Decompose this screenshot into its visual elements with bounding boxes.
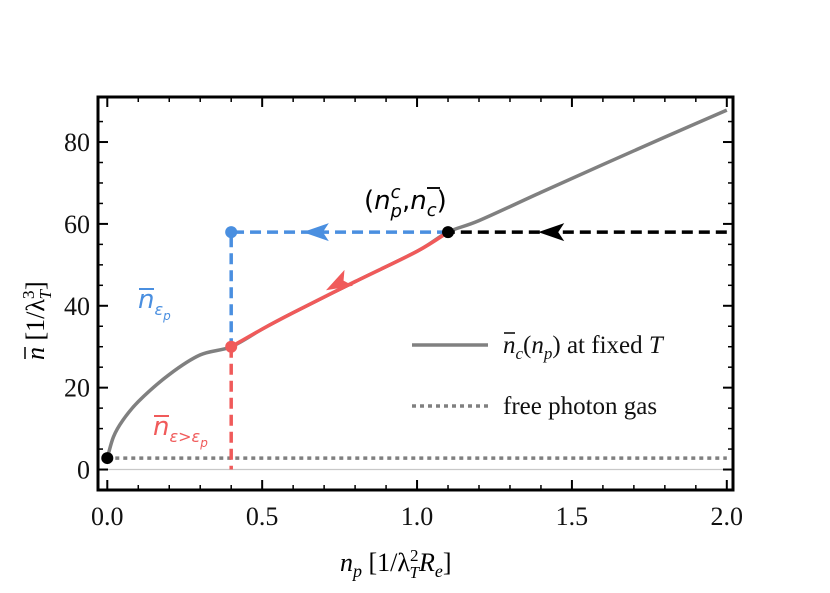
red-arrow-head	[325, 269, 354, 291]
legend-label-curve: nc(np) at fixed T	[503, 332, 665, 363]
blue-point	[225, 226, 238, 239]
blue-arrow-path	[229, 230, 449, 347]
black-arrow-head	[538, 223, 565, 242]
svg-text:n [1/λ3T]: n [1/λ3T]	[19, 281, 55, 360]
y-axis-title: n [1/λ3T]	[19, 281, 55, 360]
y-tick-label: 20	[64, 374, 90, 403]
x-tick-label: 1.5	[556, 502, 589, 531]
origin-point	[101, 452, 114, 465]
legend: nc(np) at fixed T free photon gas	[412, 332, 665, 420]
x-tick-label: 0.0	[91, 502, 124, 531]
y-ticks-group: 0 20 40 60 80	[64, 120, 733, 485]
points-group	[101, 226, 455, 465]
critical-point	[442, 226, 455, 239]
y-tick-label: 0	[77, 456, 90, 485]
paths-group	[229, 230, 727, 470]
blue-arrow-head	[302, 223, 329, 242]
x-axis-title: np [1/λ2 TRe]	[340, 546, 452, 582]
red-curve-path	[230, 230, 449, 349]
y-tick-label: 80	[64, 128, 90, 157]
y-tick-label: 60	[64, 210, 90, 239]
x-tick-label: 2.0	[711, 502, 744, 531]
x-ticks-group: 0.0 0.5 1.0 1.5 2.0	[91, 97, 743, 531]
arrows-group	[302, 223, 565, 291]
critical-point-label: (nc p,nc)	[364, 182, 447, 222]
y-tick-label: 40	[64, 292, 90, 321]
plot-frame	[96, 95, 735, 492]
x-tick-label: 1.0	[401, 502, 434, 531]
red-label: nε>εp	[153, 412, 208, 450]
blue-label: nεp	[138, 285, 171, 323]
x-tick-label: 0.5	[246, 502, 279, 531]
red-point	[225, 340, 238, 353]
legend-label-dotted: free photon gas	[503, 393, 657, 420]
